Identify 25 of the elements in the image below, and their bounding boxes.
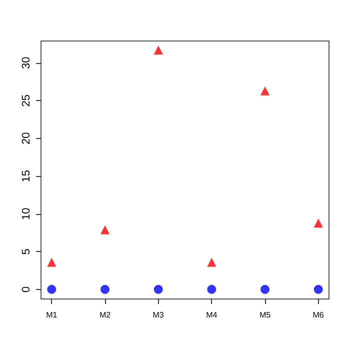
- point: [314, 218, 323, 228]
- point: [154, 46, 163, 55]
- y-tick-label: 20: [20, 132, 32, 145]
- x-tick-label: M6: [312, 310, 324, 320]
- y-tick-label: 10: [20, 208, 32, 220]
- point: [207, 284, 216, 294]
- point: [100, 284, 110, 294]
- x-tick-label: M1: [46, 310, 58, 320]
- point: [260, 284, 270, 294]
- point: [207, 258, 216, 267]
- x-tick-label: M3: [152, 310, 164, 320]
- y-tick-label: 25: [20, 94, 32, 107]
- y-tick-label: 0: [20, 286, 32, 292]
- point: [100, 225, 110, 234]
- y-tick-label: 5: [20, 248, 32, 255]
- point: [260, 86, 270, 96]
- y-tick-label: 30: [20, 56, 32, 70]
- x-tick-label: M2: [99, 310, 112, 320]
- point: [154, 284, 163, 294]
- point: [47, 258, 56, 267]
- y-tick-label: 15: [20, 170, 32, 182]
- point: [314, 284, 323, 294]
- x-tick-label: M5: [259, 310, 272, 320]
- point: [47, 284, 56, 294]
- x-tick-label: M4: [206, 310, 218, 320]
